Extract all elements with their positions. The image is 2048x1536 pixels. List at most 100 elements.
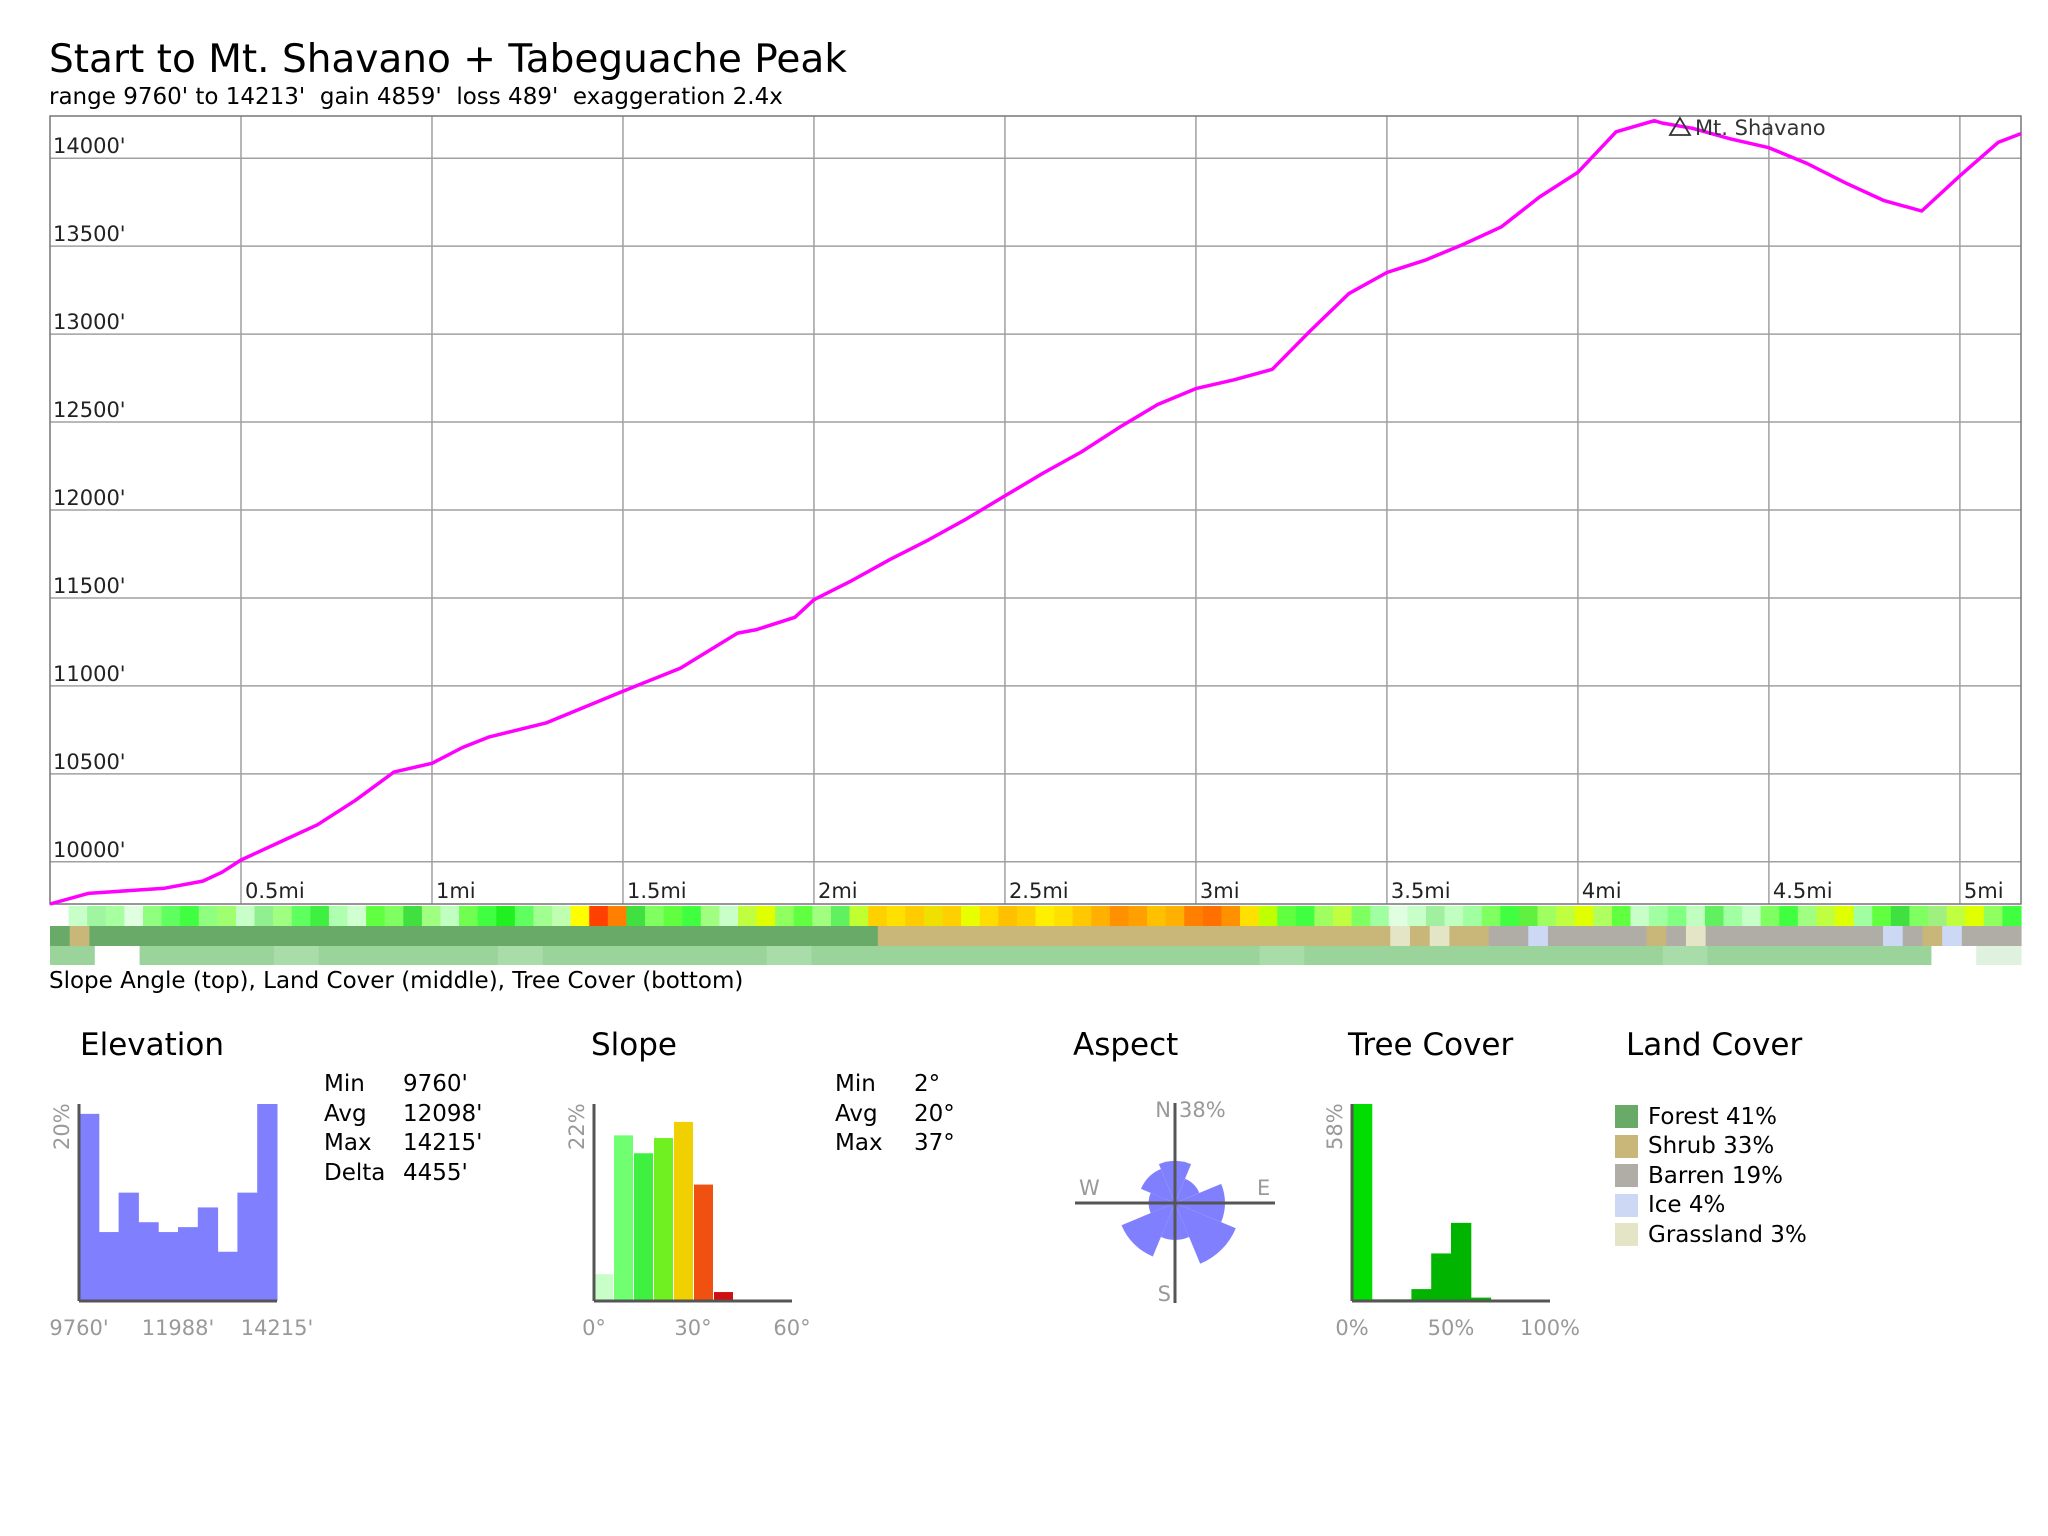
land-cover-strip-cell [1212,926,1234,946]
histogram-bar [674,1121,693,1301]
histogram-bar [634,1153,653,1301]
y-tick-label: 14000' [53,134,126,158]
tree-cover-panel-title: Tree Cover [1348,1027,1514,1063]
stat-row: Min 9760' [324,1070,483,1100]
slope-angle-strip-cell [105,906,125,926]
slope-angle-strip-cell [1853,906,1873,926]
land-cover-panel-title: Land Cover [1626,1027,1803,1063]
legend-label: Shrub 33% [1648,1133,1775,1160]
slope-angle-strip-cell [1128,906,1148,926]
tree-cover-strip-cell [1976,946,2022,965]
land-cover-strip-cell [365,926,386,946]
land-cover-strip-cell [444,926,465,946]
slope-angle-strip-cell [1611,906,1632,926]
slope-angle-strip-cell [1779,906,1799,926]
land-cover-strip-cell [1587,926,1608,946]
slope-angle-strip-cell [793,906,813,926]
tree-cover-strip-cell [1797,946,1843,965]
slope-angle-strip-cell [1221,906,1241,926]
slope-angle-strip-cell [1351,906,1371,926]
slope-angle-strip-cell [868,906,888,926]
tree-cover-strip-cell [632,946,678,965]
land-cover-strip-cell [759,926,780,946]
x-tick-label: 2mi [818,879,858,903]
tree-cover-strip-cell [94,946,141,965]
histogram-max-label: 58% [1323,1103,1347,1150]
stat-row: Avg 20° [835,1100,955,1130]
x-tick-label: 2.5mi [1009,879,1069,903]
tree-cover-strip-cell [1304,946,1350,965]
tree-cover-strip-cell [1393,946,1440,965]
tree-cover-strip-cell [1617,946,1664,965]
slope-angle-strip-cell [1202,906,1223,926]
y-tick-label: 10500' [53,750,126,774]
stat-value: 12098' [403,1100,483,1127]
aspect-label-s: S [1158,1282,1171,1306]
land-cover-strip-cell [128,926,150,946]
land-cover-strip-cell [996,926,1017,946]
land-cover-strip-cell [641,926,662,946]
aspect-rose-chart: N 38% S W E [1075,1098,1275,1306]
slope-angle-strip-cell [496,906,516,926]
land-cover-strip-cell [1804,926,1825,946]
y-tick-label: 12000' [53,486,126,510]
histogram-max-label: 20% [50,1103,74,1150]
slope-angle-strip-cell [217,906,237,926]
land-cover-strip-cell [385,926,406,946]
stat-key: Avg [324,1100,367,1127]
histogram-max-label: 22% [565,1103,589,1150]
land-cover-strip-cell [661,926,682,946]
tree-cover-strip-cell [1662,946,1709,965]
elevation-histogram: 20% 9760' 11988' 14215' [49,1103,313,1340]
aspect-label-w: W [1079,1176,1100,1200]
land-cover-strip-cell [1685,926,1707,946]
tree-cover-strip-cell [1125,946,1171,965]
land-cover-strip-cell [1942,926,1963,946]
tree-cover-strip-cell [50,946,96,965]
chart-title: Start to Mt. Shavano + Tabeguache Peak [49,37,847,82]
land-cover-strip-cell [89,926,110,946]
land-cover-strip-cell [1981,926,2002,946]
histogram-tick-label: 30° [674,1316,711,1340]
legend-swatch [1615,1223,1638,1247]
tree-cover-strip-cell [139,946,185,965]
tree-cover-strip-cell [1080,946,1126,965]
aspect-label-e: E [1257,1176,1270,1200]
land-cover-strip-cell [1291,926,1313,946]
slope-angle-strip-cell [198,906,218,926]
tree-cover-strip-cell [1886,946,1933,965]
slope-angle-strip-cell [291,906,311,926]
land-cover-strip-cell [1409,926,1431,946]
land-cover-strip-cell [168,926,189,946]
slope-angle-strip-cell [1797,906,1818,926]
y-tick-label: 12500' [53,398,126,422]
x-tick-label: 1.5mi [627,879,687,903]
land-cover-strip-cell [1015,926,1037,946]
x-tick-label: 3mi [1200,879,1240,903]
land-cover-strip-cell [306,926,327,946]
legend-swatch [1615,1164,1638,1188]
slope-angle-strip-cell [570,906,590,926]
aspect-wedge [1121,1203,1175,1257]
tree-cover-strip-cell [1035,946,1081,965]
slope-angle-strip-cell [1835,906,1855,926]
legend-label: Ice 4% [1648,1192,1726,1219]
legend-swatch [1615,1105,1638,1129]
x-tick-label: 4.5mi [1773,879,1833,903]
strip-caption: Slope Angle (top), Land Cover (middle), … [49,968,744,994]
slope-angle-strip-cell [552,906,572,926]
land-cover-strip-cell [1134,926,1155,946]
stat-value: 14215' [403,1130,483,1156]
slope-angle-strip-cell [1742,906,1762,926]
land-cover-strip-cell [286,926,307,946]
slope-angle-strip-cell [626,906,646,926]
legend-label: Grassland 3% [1648,1221,1807,1248]
slope-angle-strip-cell [1425,906,1446,926]
land-cover-strip-cell [1094,926,1115,946]
tree-cover-strip-cell [677,946,723,965]
slope-angle-strip-cell [50,906,70,926]
elevation-line [49,118,2022,906]
tree-cover-strip-cell [1438,946,1485,965]
histogram-tick-label: 100% [1520,1316,1580,1340]
land-cover-strip-cell [680,926,702,946]
